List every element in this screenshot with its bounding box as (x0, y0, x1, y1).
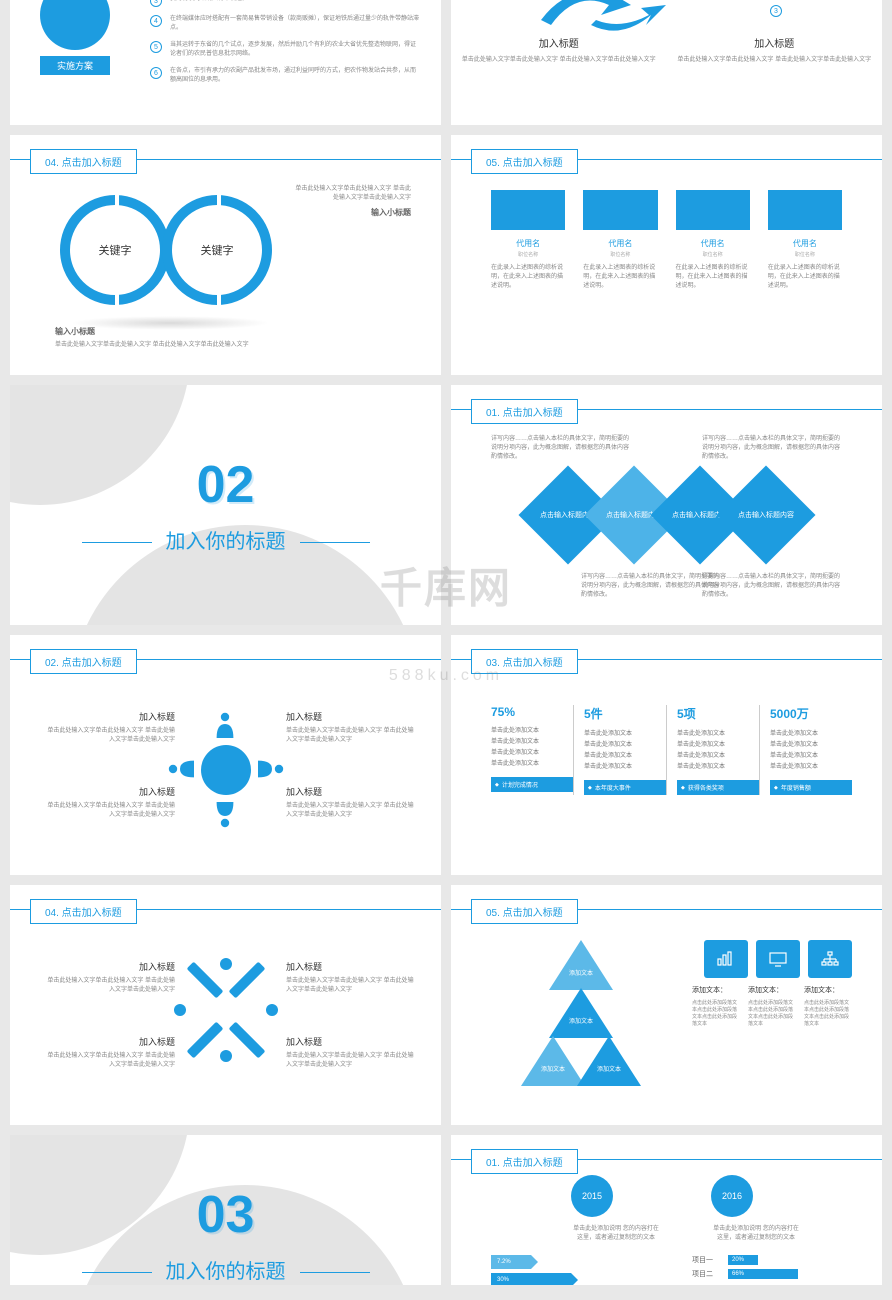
chart-icon (704, 940, 748, 978)
bar-column: 代用名职位名称在此录入上述图表的综析说明，在此来入上述图表的描述说明。 (768, 190, 842, 291)
list-item: 5当其运转于东省的几个试点，逐步发展，然后并励几个有利的农业大省优先整造物联网，… (150, 41, 421, 59)
slide-title-tab: 05. 点击加入标题 (471, 899, 578, 924)
section-2: 02 加入你的标题 (10, 385, 441, 625)
section-number: 02 (10, 455, 441, 515)
slide-8-stats: 03. 点击加入标题 75% 单击此处添加文本单击此处添加文本单击此处添加文本单… (451, 635, 882, 875)
sub: 单击此处输入文字单击此处输入文字 单击此处输入文字单击此处输入文字 (286, 802, 416, 820)
org-icon (808, 940, 852, 978)
body-text: 详写内容……点击输入本栏的具体文字，简明扼要的说明分项内容，此为概念图解，请根据… (491, 435, 631, 462)
project-row: 项目一20% (692, 1255, 822, 1265)
year-sub: 单击此处添加说明 您的内容打在这里，或者通过复制您的文本 (571, 1225, 661, 1243)
slide-title-tab: 02. 点击加入标题 (30, 649, 137, 674)
sub-text: 单击此处输入文字单击此处输入文字 单击此处输入文字单击此处输入文字 (667, 56, 883, 65)
sub-text: 单击此处输入文字单击此处输入文字 单击此处输入文字单击此处输入文字 (451, 56, 667, 65)
body-text: 详写内容……点击输入本栏的具体文字，简明扼要的说明分项内容，此为概念图解，请根据… (581, 573, 721, 600)
stat-column: 5项 单击此处添加文本单击此处添加文本单击此处添加文本单击此处添加文本 获得各类… (666, 705, 759, 795)
sub-text: 单击此处输入文字单击此处输入文字 单击此处输入文字单击此处输入文字 (291, 185, 411, 203)
num-3: 3 (770, 5, 782, 17)
slide-6-diamonds: 01. 点击加入标题 详写内容……点击输入本栏的具体文字，简明扼要的说明分项内容… (451, 385, 882, 625)
squares-icon (176, 960, 276, 1060)
subtitle: 输入小标题 (291, 207, 411, 218)
monitor-icon (756, 940, 800, 978)
sub: 单击此处输入文字单击此处输入文字 单击此处输入文字单击此处输入文字 (45, 977, 175, 995)
stat-column: 5000万 单击此处添加文本单击此处添加文本单击此处添加文本单击此处添加文本 年… (759, 705, 852, 795)
year-badge: 2015 (571, 1175, 613, 1217)
text-col: 添加文本：点击此处添加段落文本点击此处添加段落文本点击此处添加段落文本 (804, 985, 852, 1027)
label: 加入标题 (286, 785, 416, 798)
sub: 单击此处输入文字单击此处输入文字 单击此处输入文字单击此处输入文字 (286, 977, 416, 995)
sub: 单击此处输入文字单击此处输入文字 单击此处输入文字单击此处输入文字 (286, 1052, 416, 1070)
diamond: 点击输入标题内容 (716, 466, 815, 565)
keyword-circle: 关键字 (162, 195, 272, 305)
sub: 单击此处输入文字单击此处输入文字 单击此处输入文字单击此处输入文字 (45, 1052, 175, 1070)
title-label: 加入标题 (667, 35, 883, 50)
slide-title-tab: 04. 点击加入标题 (30, 899, 137, 924)
year-badge: 2016 (711, 1175, 753, 1217)
label: 加入标题 (286, 960, 416, 973)
slide-3-circles: 04. 点击加入标题 单击此处输入文字单击此处输入文字 单击此处输入文字单击此处… (10, 135, 441, 375)
label: 加入标题 (45, 960, 175, 973)
project-row: 项目二66% (692, 1269, 822, 1279)
text-col: 添加文本：点击此处添加段落文本点击此处添加段落文本点击此处添加段落文本 (692, 985, 740, 1027)
label: 加入标题 (45, 710, 175, 723)
slide-10-triangles: 05. 点击加入标题 添加文本 添加文本 添加文本 添加文本 添加文本：点击此处… (451, 885, 882, 1125)
globe-icon (171, 715, 281, 825)
section-title: 加入你的标题 (10, 1255, 441, 1284)
bar-column: 代用名职位名称在此录入上述图表的综析说明，在此来入上述图表的描述说明。 (583, 190, 657, 291)
slide-title-tab: 04. 点击加入标题 (30, 149, 137, 174)
slide-7-globe: 02. 点击加入标题 加入标题单击此处输入文字单击此处输入文字 单击此处输入文字… (10, 635, 441, 875)
keyword-circle: 关键字 (60, 195, 170, 305)
progress-bar: 30% (491, 1273, 571, 1285)
sub: 单击此处输入文字单击此处输入文字 单击此处输入文字单击此处输入文字 (286, 727, 416, 745)
label: 加入标题 (45, 785, 175, 798)
slide-2-arrows: 3 加入标题 单击此处输入文字单击此处输入文字 单击此处输入文字单击此处输入文字… (451, 0, 882, 125)
section-number: 03 (10, 1185, 441, 1245)
slide-title-tab: 01. 点击加入标题 (471, 1149, 578, 1174)
slide-12-years: 01. 点击加入标题 2015 单击此处添加说明 您的内容打在这里，或者通过复制… (451, 1135, 882, 1285)
list-item: 4在终端媒体应时搭配有一套简易售带销设备（款商贩摊），保证地铁后通过量少的轨件带… (150, 15, 421, 33)
bar-column: 代用名职位名称在此录入上述图表的综析说明，在此来入上述图表的描述说明。 (676, 190, 750, 291)
label: 加入标题 (286, 710, 416, 723)
slide-title-tab: 01. 点击加入标题 (471, 399, 578, 424)
list-item: 3我的物联网络纳入骨干轨迹。 (150, 0, 421, 7)
slide-title-tab: 05. 点击加入标题 (471, 149, 578, 174)
list-item: 6在各点，市引有承力的农副产品批发市场，通过利益同呼的方式，把农作物发站合共参，… (150, 67, 421, 85)
stat-column: 5件 单击此处添加文本单击此处添加文本单击此处添加文本单击此处添加文本 本年度大… (573, 705, 666, 795)
label: 加入标题 (45, 1035, 175, 1048)
subtitle: 输入小标题 (55, 326, 249, 337)
slide-1-impl: 实施方案 3我的物联网络纳入骨干轨迹。 4在终端媒体应时搭配有一套简易售带销设备… (10, 0, 441, 125)
slide-title-tab: 03. 点击加入标题 (471, 649, 578, 674)
triangle-pyramid: 添加文本 添加文本 添加文本 添加文本 (501, 940, 661, 1084)
sub: 单击此处输入文字单击此处输入文字 单击此处输入文字单击此处输入文字 (45, 802, 175, 820)
sub: 单击此处输入文字单击此处输入文字 单击此处输入文字单击此处输入文字 (45, 727, 175, 745)
year-sub: 单击此处添加说明 您的内容打在这里，或者通过复制您的文本 (711, 1225, 801, 1243)
sub-text: 单击此处输入文字单击此处输入文字 单击此处输入文字单击此处输入文字 (55, 341, 249, 350)
text-col: 添加文本：点击此处添加段落文本点击此处添加段落文本点击此处添加段落文本 (748, 985, 796, 1027)
slide-4-bars: 05. 点击加入标题 代用名职位名称在此录入上述图表的综析说明，在此来入上述图表… (451, 135, 882, 375)
handshake-icon (40, 0, 110, 50)
progress-bar: 7.2% (491, 1255, 531, 1269)
stat-column: 75% 单击此处添加文本单击此处添加文本单击此处添加文本单击此处添加文本 计划完… (481, 705, 573, 795)
impl-badge: 实施方案 (40, 56, 110, 75)
title-label: 加入标题 (451, 35, 667, 50)
slide-9-squares: 04. 点击加入标题 加入标题单击此处输入文字单击此处输入文字 单击此处输入文字… (10, 885, 441, 1125)
body-text: 详写内容……点击输入本栏的具体文字，简明扼要的说明分项内容，此为概念图解，请根据… (702, 573, 842, 600)
body-text: 详写内容……点击输入本栏的具体文字，简明扼要的说明分项内容，此为概念图解，请根据… (702, 435, 842, 462)
label: 加入标题 (286, 1035, 416, 1048)
section-title: 加入你的标题 (10, 525, 441, 554)
bar-column: 代用名职位名称在此录入上述图表的综析说明，在此来入上述图表的描述说明。 (491, 190, 565, 291)
section-3: 03 加入你的标题 (10, 1135, 441, 1285)
